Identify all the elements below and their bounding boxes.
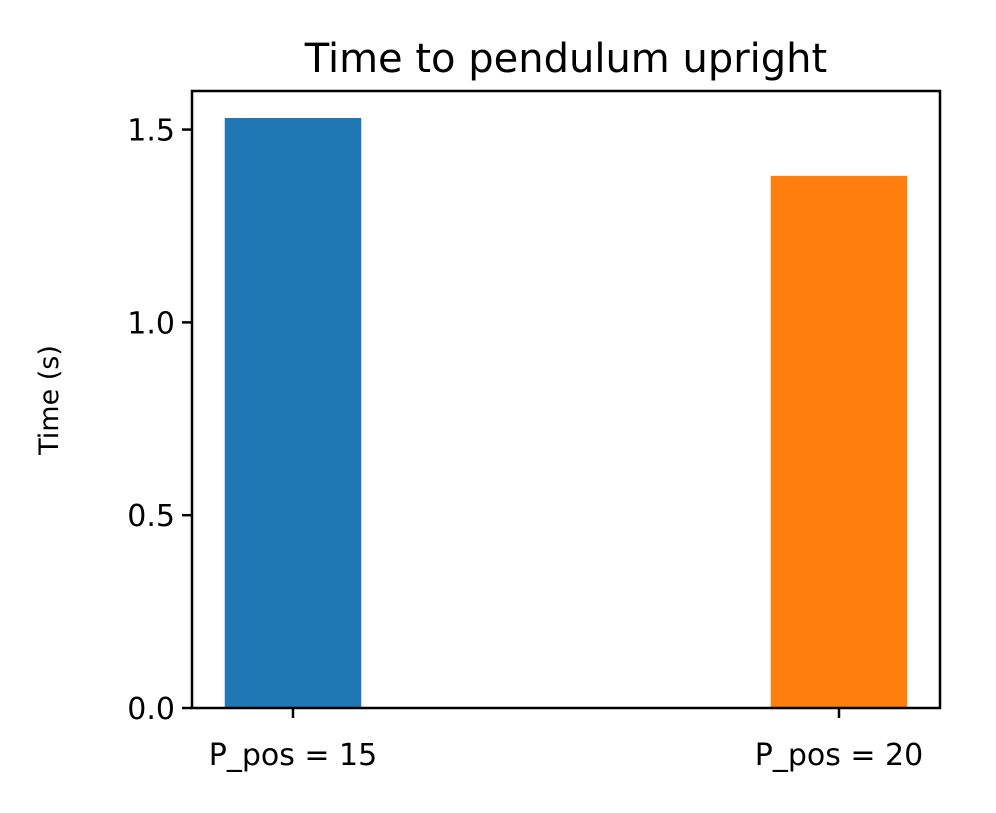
chart-title: Time to pendulum upright bbox=[304, 36, 827, 82]
x-tick-label: P_pos = 15 bbox=[209, 738, 378, 773]
y-tick-label: 0.5 bbox=[127, 499, 175, 534]
y-tick-label: 0.0 bbox=[127, 692, 175, 727]
y-axis-label: Time (s) bbox=[34, 345, 65, 456]
bar-1 bbox=[224, 117, 362, 708]
plot-area-frame bbox=[190, 89, 942, 710]
x-axis-ticks: P_pos = 15 P_pos = 20 bbox=[209, 708, 924, 773]
y-axis-ticks: 0.0 0.5 1.0 1.5 bbox=[127, 114, 192, 727]
y-tick-label: 1.0 bbox=[127, 306, 175, 341]
bars-layer bbox=[224, 117, 908, 708]
y-tick-label: 1.5 bbox=[127, 114, 175, 149]
bar-2 bbox=[770, 175, 908, 708]
x-tick-label: P_pos = 20 bbox=[755, 738, 924, 773]
